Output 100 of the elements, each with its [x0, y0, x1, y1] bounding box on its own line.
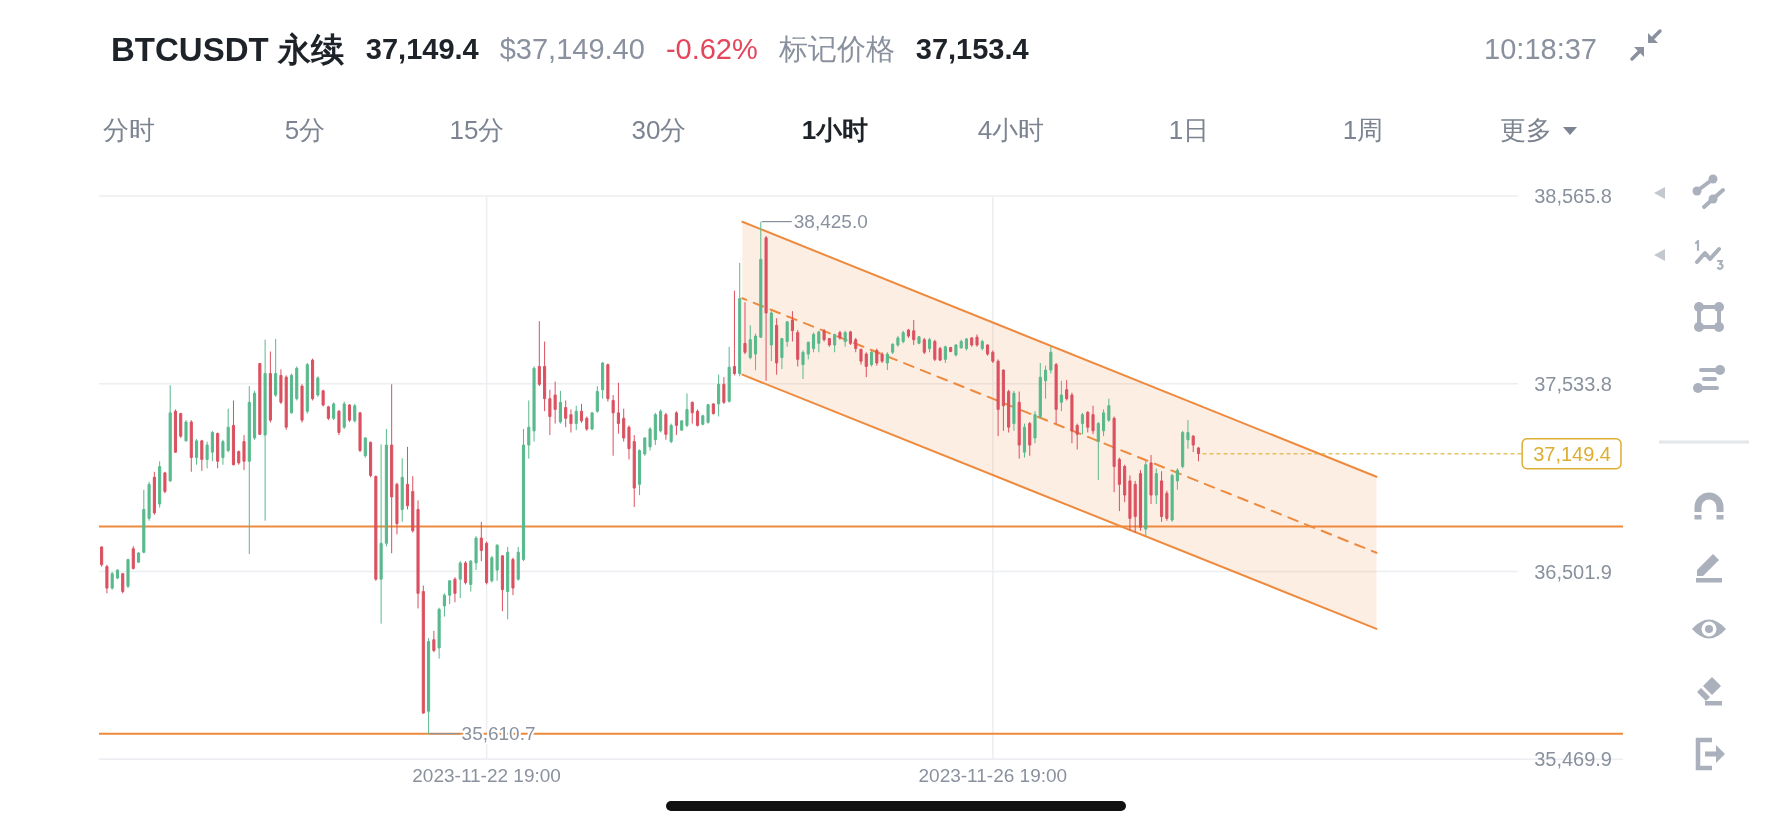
- candlestick: [405, 446, 410, 510]
- candlestick: [796, 329, 800, 367]
- candlestick: [1017, 391, 1021, 460]
- candlestick: [590, 411, 594, 431]
- candlestick: [564, 399, 568, 428]
- candlestick: [189, 419, 193, 473]
- text: 15分: [449, 115, 505, 145]
- candlestick: [242, 434, 246, 471]
- candlestick: [274, 338, 278, 398]
- candlestick: [664, 412, 668, 441]
- candlestick: [917, 335, 921, 345]
- candlestick: [326, 405, 330, 421]
- candlestick: [695, 408, 700, 427]
- candlestick: [1044, 365, 1048, 400]
- annotation: 38,425.0: [793, 211, 868, 233]
- candlestick: [843, 330, 847, 348]
- candlestick: [358, 411, 362, 453]
- candlestick: [1091, 405, 1095, 435]
- text: 37,149.4: [365, 33, 479, 65]
- candlestick: [1144, 460, 1148, 537]
- candlestick: [216, 432, 220, 469]
- candlestick: [1107, 398, 1111, 423]
- text: 1周: [1342, 115, 1384, 145]
- candlestick: [253, 390, 257, 441]
- candlestick: [732, 290, 736, 376]
- candlestick: [353, 403, 357, 423]
- candlestick: [1038, 362, 1042, 419]
- candlestick: [579, 403, 584, 424]
- candlestick: [685, 392, 689, 428]
- candlestick: [1075, 423, 1079, 450]
- candlestick: [833, 333, 837, 353]
- candlestick: [395, 482, 399, 535]
- candlestick: [543, 341, 547, 412]
- candlestick: [448, 579, 452, 605]
- candlestick: [970, 336, 974, 348]
- candlestick: [506, 546, 510, 620]
- candlestick: [764, 235, 768, 382]
- candlestick: [1112, 415, 1116, 493]
- candlestick: [485, 540, 489, 585]
- candlestick: [637, 448, 642, 496]
- text: 标记价格: [777, 33, 895, 65]
- text: 1日: [1168, 115, 1210, 145]
- text: 10:18:37: [1484, 33, 1597, 65]
- candlestick: [1165, 490, 1169, 522]
- candlestick: [205, 441, 209, 469]
- candlestick: [305, 362, 309, 415]
- candlestick: [885, 351, 889, 371]
- candlestick: [1138, 469, 1143, 532]
- candlestick: [1022, 423, 1027, 459]
- candlestick: [258, 362, 262, 436]
- text: 分时: [103, 115, 155, 145]
- candlestick: [1012, 390, 1016, 432]
- candlestick: [437, 607, 441, 660]
- candlestick: [1191, 434, 1195, 453]
- candlestick: [337, 409, 341, 436]
- candlestick: [769, 310, 773, 362]
- candlestick: [300, 383, 304, 423]
- candlestick: [342, 401, 346, 430]
- candlestick: [1123, 464, 1127, 503]
- candlestick: [790, 310, 794, 343]
- candlestick: [390, 383, 394, 554]
- ref-line-label: 37,149.4: [1533, 442, 1611, 465]
- candlestick: [601, 361, 605, 400]
- candlestick: [869, 349, 874, 367]
- candlestick: [442, 592, 446, 618]
- candlestick: [690, 401, 694, 425]
- y-tick-label: 38,565.8: [1534, 185, 1612, 207]
- candlestick: [822, 328, 826, 343]
- candlestick: [1181, 430, 1185, 469]
- candlestick: [964, 337, 969, 351]
- candlestick: [469, 559, 473, 593]
- candlestick: [817, 330, 821, 353]
- candlestick: [1001, 368, 1005, 432]
- candlestick: [126, 558, 130, 589]
- candlestick: [200, 439, 204, 472]
- candlestick: [131, 545, 135, 571]
- candlestick: [311, 358, 315, 401]
- candlestick: [152, 471, 156, 516]
- candlestick: [379, 443, 383, 625]
- candlestick: [1086, 410, 1090, 433]
- candlestick: [347, 403, 352, 423]
- candlestick: [384, 428, 388, 547]
- candlestick: [616, 382, 620, 435]
- candlestick: [500, 554, 504, 612]
- candlestick: [537, 320, 541, 387]
- candlestick: [321, 389, 325, 407]
- candlestick: [606, 363, 610, 403]
- candlestick: [1065, 379, 1069, 401]
- candlestick: [115, 569, 120, 580]
- candlestick: [463, 560, 468, 585]
- candlestick: [717, 374, 721, 417]
- candlestick: [163, 471, 167, 494]
- candlestick: [611, 394, 615, 457]
- candlestick: [527, 399, 531, 460]
- candlestick: [980, 339, 984, 351]
- candlestick: [558, 390, 562, 425]
- candlestick: [400, 457, 404, 523]
- candlestick: [479, 521, 483, 562]
- candlestick: [1170, 473, 1174, 523]
- candlestick: [416, 499, 420, 609]
